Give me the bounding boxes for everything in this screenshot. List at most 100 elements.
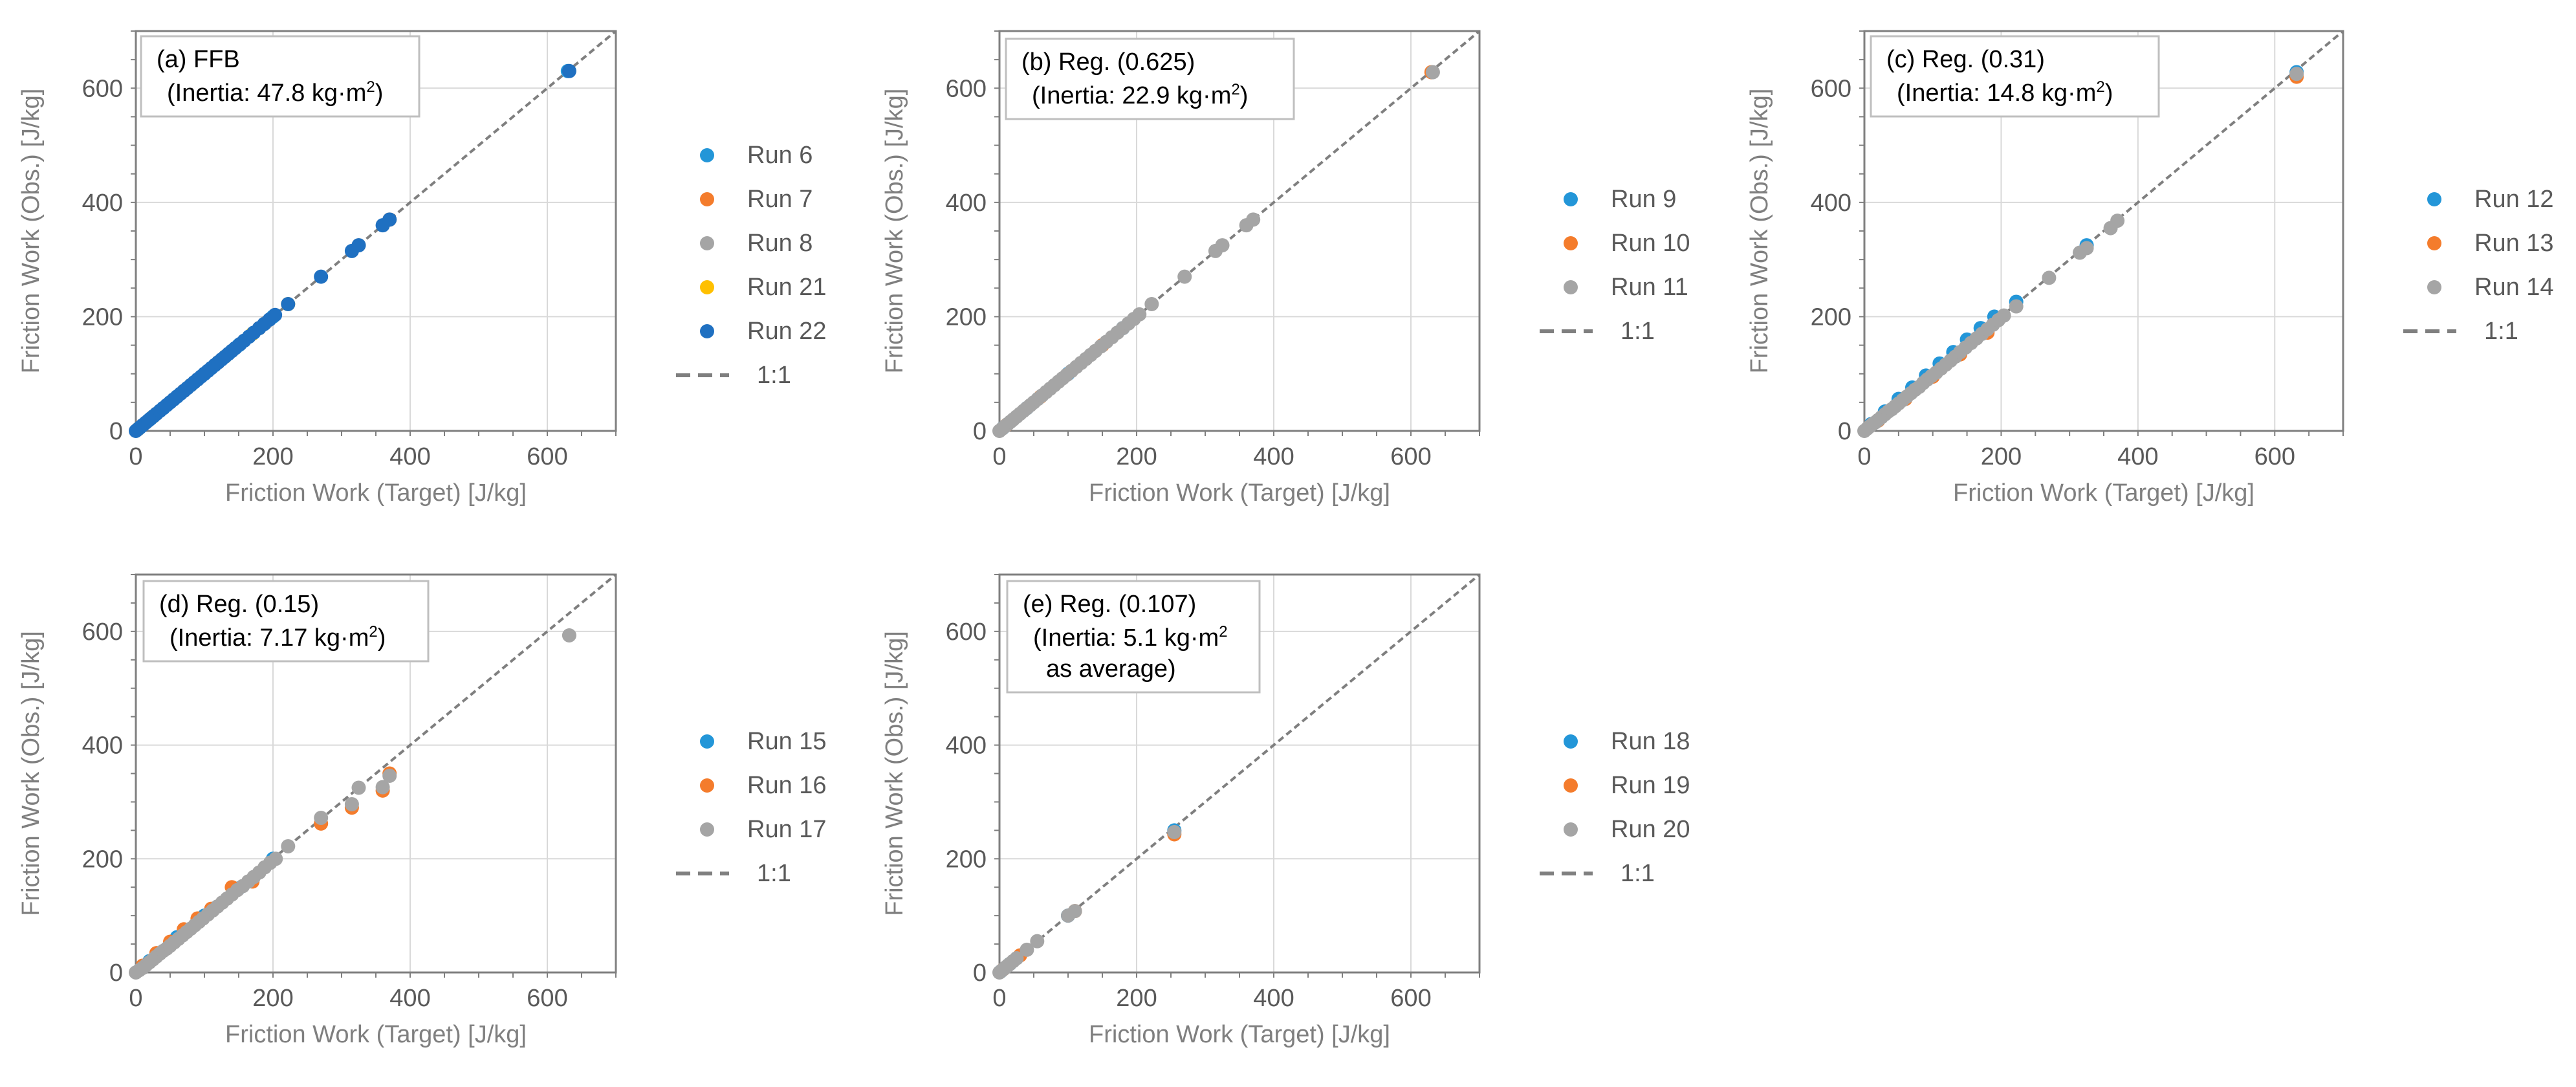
data-point [1009,951,1024,966]
annotation-inertia: (Inertia: 7.17 kg·m2) [169,623,386,652]
annotation-inertia: (Inertia: 5.1 kg·m2 [1033,623,1228,652]
y-tick-label: 600 [946,75,987,102]
y-tick-label: 200 [946,303,987,331]
y-tick-label: 0 [109,960,123,987]
legend: Run 12 Run 13 Run 14 1:1 [2403,186,2554,345]
legend-label: Run 17 [747,816,827,843]
legend-marker [700,236,714,250]
y-tick-label: 0 [1838,418,1851,445]
annotation-box [1006,580,1261,694]
data-point [1030,934,1045,949]
data-point [375,780,390,795]
x-tick-label: 0 [1857,443,1871,470]
data-point [1215,238,1230,253]
series-run-20 [992,824,1182,980]
data-point [1177,269,1192,284]
legend-marker [1564,822,1578,837]
x-tick-label: 600 [1390,443,1431,470]
x-tick-label: 600 [527,443,567,470]
series-run-11 [992,65,1440,438]
x-axis-label: Friction Work (Target) [J/kg] [1953,479,2254,507]
data-point [1132,307,1147,322]
y-tick-label: 600 [946,619,987,646]
y-tick-label: 200 [82,846,123,873]
plot-frame [1863,30,2344,432]
x-tick-label: 0 [992,985,1006,1012]
data-point [382,769,397,784]
annotation-inertia: (Inertia: 14.8 kg·m2) [1897,78,2113,107]
y-axis-label: Friction Work (Obs.) [J/kg] [881,631,908,916]
plot-frame [135,573,617,974]
legend-label: Run 11 [1611,274,1688,301]
legend-marker [700,192,714,206]
x-tick-label: 200 [1116,985,1157,1012]
data-point [351,238,366,253]
annotation-box [140,35,420,118]
annotation-title: (d) Reg. (0.15) [159,591,319,618]
data-point [2009,299,2024,314]
legend-marker [2427,236,2441,250]
annotation-inertia: (Inertia: 22.9 kg·m2) [1032,81,1248,109]
legend: Run 9 Run 10 Run 11 1:1 [1540,186,1690,345]
legend-marker [2427,280,2441,294]
data-point [351,780,366,795]
series-run-14 [1857,67,2304,438]
data-point [268,307,283,322]
legend-marker [2427,192,2441,206]
legend-label: Run 20 [1611,816,1690,843]
legend-label: Run 22 [747,318,827,345]
data-point [281,297,296,312]
x-tick-label: 200 [1981,443,2022,470]
legend: Run 6 Run 7 Run 8 Run 21 Run 22 1:1 [676,142,827,389]
data-point [382,212,397,227]
data-point [314,269,329,284]
x-tick-label: 200 [1116,443,1157,470]
legend-marker [700,778,714,793]
x-tick-label: 400 [389,985,430,1012]
annotation-title: (c) Reg. (0.31) [1886,46,2045,73]
series-run-17 [129,628,576,980]
legend: Run 15 Run 16 Run 17 1:1 [676,728,827,887]
x-tick-label: 600 [2254,443,2295,470]
data-point [1996,308,2011,323]
x-tick-label: 200 [252,985,293,1012]
legend: Run 18 Run 19 Run 20 1:1 [1540,728,1690,887]
legend-label-1-1: 1:1 [757,860,791,887]
x-tick-label: 400 [1253,443,1294,470]
data-point [1067,904,1082,919]
x-tick-label: 200 [252,443,293,470]
x-tick-label: 400 [389,443,430,470]
y-axis-label: Friction Work (Obs.) [J/kg] [1746,89,1773,374]
data-point [1020,942,1034,957]
annotation-box [1870,35,2160,118]
x-axis-label: Friction Work (Target) [J/kg] [1089,1021,1390,1048]
plot-frame [998,30,1481,432]
legend-marker [700,324,714,338]
y-tick-label: 400 [946,732,987,760]
x-axis-label: Friction Work (Target) [J/kg] [1089,479,1390,507]
data-point [562,63,576,78]
x-tick-label: 400 [2117,443,2158,470]
annotation-title: (a) FFB [157,46,240,73]
annotation-box [142,580,430,663]
y-tick-label: 400 [1811,190,1851,217]
legend-label: Run 19 [1611,772,1690,799]
data-point [314,811,329,826]
plot-frame [135,30,617,432]
legend-label: Run 15 [747,728,827,755]
legend-label: Run 8 [747,230,813,257]
x-tick-label: 400 [1253,985,1294,1012]
data-point [268,851,283,866]
x-tick-label: 600 [1390,985,1431,1012]
x-tick-label: 600 [527,985,567,1012]
legend-label-1-1: 1:1 [2484,318,2518,345]
y-tick-label: 400 [82,190,123,217]
legend-marker [1564,778,1578,793]
legend-label: Run 14 [2474,274,2554,301]
legend-label: Run 12 [2474,186,2554,213]
legend-label: Run 10 [1611,230,1690,257]
